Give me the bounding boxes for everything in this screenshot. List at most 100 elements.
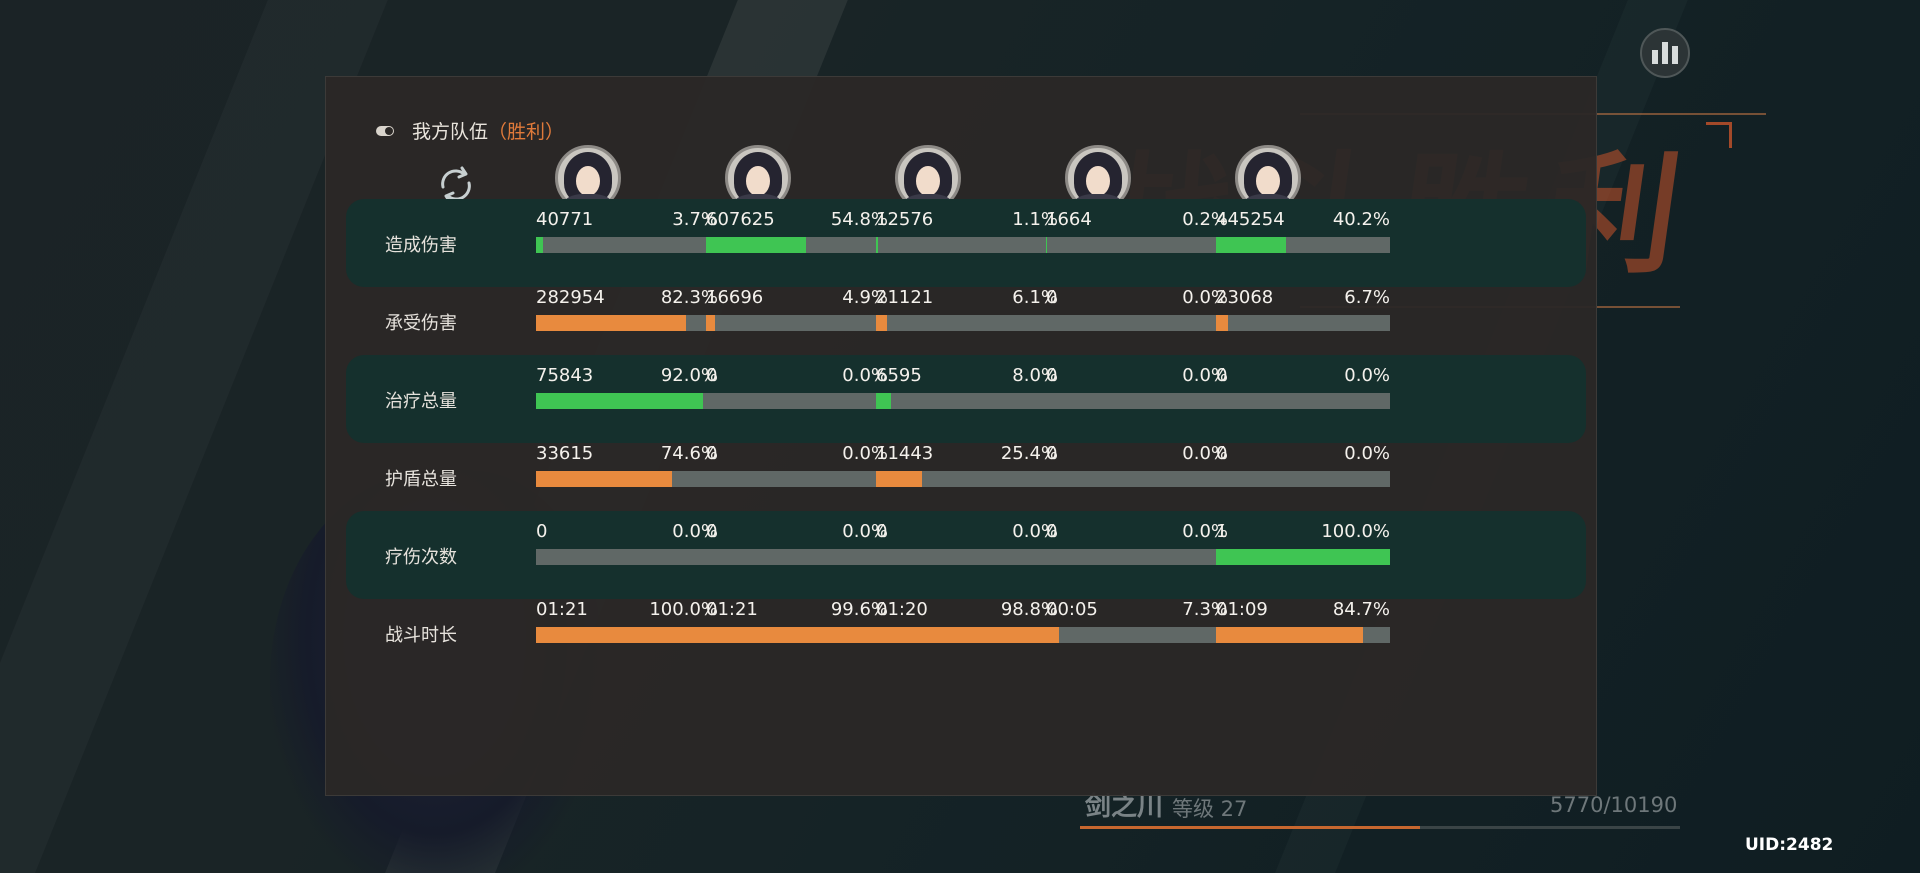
stat-cell: 0 0.0% [536,521,718,565]
stat-cell: 282954 82.3% [536,287,718,331]
stat-bar [1216,237,1390,253]
stat-bar-fill [706,237,806,253]
stat-row: 造成伤害 40771 3.7% 607625 54.8% 12576 1.1% 1664 0.2… [346,199,1586,287]
stat-value: 282954 [536,287,605,308]
stat-cell: 0 0.0% [706,365,888,409]
stat-cell: 0 0.0% [876,521,1058,565]
stat-value: 0 [706,521,718,542]
player-exp: 5770/10190 [1550,793,1678,817]
stat-value: 11443 [876,443,934,464]
stat-value: 0 [1046,365,1058,386]
stat-cell: 00:05 7.3% [1046,599,1228,643]
stat-bar-fill [536,315,686,331]
stat-cell: 33615 74.6% [536,443,718,487]
stat-bar-fill [1216,627,1364,643]
stat-bar [706,627,888,643]
stat-label: 造成伤害 [385,235,457,256]
stat-value: 6595 [876,365,922,386]
stat-percent: 0.0% [842,365,888,386]
stat-bar-fill [1216,237,1286,253]
stat-bar-fill [876,237,878,253]
stat-percent: 0.0% [1344,443,1390,464]
stat-value: 607625 [706,209,775,230]
stat-row: 战斗时长 01:21 100.0% 01:21 99.6% 01:20 98.8% 00:05… [346,589,1586,677]
stat-value: 21121 [876,287,934,308]
toggle-icon[interactable] [376,125,394,136]
player-name: 剑之川 [1085,792,1164,822]
stat-bar [706,315,888,331]
stat-bar-fill [706,627,888,643]
stat-cell: 01:21 99.6% [706,599,888,643]
player-level: 等级 27 [1172,797,1248,821]
stat-value: 01:21 [536,599,588,620]
stat-bar [1046,471,1228,487]
stat-value: 445254 [1216,209,1285,230]
stat-bar-fill [536,471,672,487]
stat-bar [536,237,718,253]
stat-percent: 100.0% [1321,521,1390,542]
stat-cell: 6595 8.0% [876,365,1058,409]
stat-percent: 3.7% [672,209,718,230]
stat-value: 01:09 [1216,599,1268,620]
stat-bar [1046,549,1228,565]
stat-value: 01:21 [706,599,758,620]
bar-chart-icon[interactable] [1640,28,1690,78]
stat-percent: 7.3% [1182,599,1228,620]
stat-bar-fill [1046,627,1060,643]
stat-bar-fill [876,315,888,331]
stat-cell: 0 0.0% [1216,365,1390,409]
stat-bar [706,393,888,409]
uid-label: UID:2482 [1745,835,1834,855]
stat-bar [1216,315,1390,331]
stat-percent: 0.2% [1182,209,1228,230]
stat-value: 1 [1216,521,1228,542]
stat-value: 75843 [536,365,594,386]
stat-percent: 0.0% [1344,365,1390,386]
stat-bar [1046,315,1228,331]
stat-bar [536,471,718,487]
stat-value: 00:05 [1046,599,1098,620]
stat-cell: 607625 54.8% [706,209,888,253]
stat-cell: 0 0.0% [706,443,888,487]
stat-cell: 11443 25.4% [876,443,1058,487]
team-result: （胜利） [488,121,565,143]
stat-value: 0 [1046,443,1058,464]
stat-value: 0 [536,521,548,542]
exp-bar [1080,826,1680,829]
stat-percent: 6.1% [1012,287,1058,308]
stat-cell: 0 0.0% [1216,443,1390,487]
stat-percent: 0.0% [842,521,888,542]
stat-percent: 0.0% [1182,443,1228,464]
stat-cell: 40771 3.7% [536,209,718,253]
stat-bar-fill [536,627,718,643]
stat-cell: 75843 92.0% [536,365,718,409]
stat-bar [1216,549,1390,565]
stat-label: 护盾总量 [385,469,457,490]
stat-percent: 4.9% [842,287,888,308]
stat-bar [876,549,1058,565]
stat-value: 0 [1216,365,1228,386]
stat-bar [706,237,888,253]
team-header[interactable]: 我方队伍 （胜利） [376,117,564,144]
stat-value: 40771 [536,209,594,230]
stat-cell: 0 0.0% [1046,287,1228,331]
stat-label: 治疗总量 [385,391,457,412]
stat-row: 治疗总量 75843 92.0% 0 0.0% 6595 8.0% 0 0.0% 0 0.0% [346,355,1586,443]
stat-percent: 8.0% [1012,365,1058,386]
stat-row: 疗伤次数 0 0.0% 0 0.0% 0 0.0% 0 0.0% 1 100.0% [346,511,1586,599]
stat-percent: 6.7% [1344,287,1390,308]
stat-value: 0 [706,443,718,464]
stat-bar [536,627,718,643]
stat-bar-fill [536,393,704,409]
stat-value: 0 [1046,521,1058,542]
stat-row: 护盾总量 33615 74.6% 0 0.0% 11443 25.4% 0 0.0% 0 0.0% [346,433,1586,521]
stat-bar [876,237,1058,253]
stat-bar [1216,471,1390,487]
stat-cell: 0 0.0% [1046,365,1228,409]
stat-bar [536,315,718,331]
avatar[interactable] [895,145,961,211]
exp-bar-fill [1080,826,1420,829]
stat-percent: 99.6% [830,599,888,620]
stat-cell: 1 100.0% [1216,521,1390,565]
